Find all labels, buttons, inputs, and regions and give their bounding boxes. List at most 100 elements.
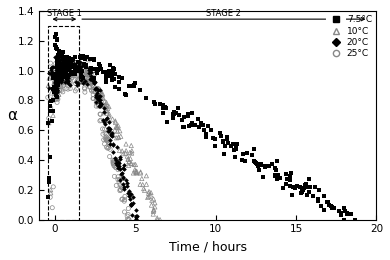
20°C [96,94,103,98]
7.5°C [55,53,61,57]
10°C [138,170,144,174]
10°C [104,103,110,108]
7.5°C [170,116,177,120]
10°C [51,80,57,84]
7.5°C [176,106,182,110]
7.5°C [203,132,209,136]
25°C [93,104,99,108]
7.5°C [231,155,238,159]
10°C [46,121,52,125]
10°C [149,198,155,202]
10°C [151,208,157,212]
10°C [126,164,132,168]
10°C [60,72,66,76]
10°C [127,150,133,154]
20°C [134,214,140,218]
7.5°C [107,62,113,67]
7.5°C [272,174,278,178]
20°C [96,103,102,108]
25°C [119,197,126,201]
7.5°C [57,75,63,79]
7.5°C [52,72,58,76]
25°C [105,137,112,141]
25°C [126,218,132,222]
7.5°C [59,50,66,54]
7.5°C [126,84,133,88]
7.5°C [57,51,63,55]
25°C [76,62,82,66]
20°C [74,64,80,69]
7.5°C [51,73,57,77]
7.5°C [119,76,125,80]
7.5°C [105,73,112,77]
7.5°C [62,58,68,62]
25°C [104,138,110,142]
20°C [52,81,58,85]
25°C [105,146,111,150]
25°C [101,138,107,142]
7.5°C [55,60,62,64]
7.5°C [170,112,177,116]
20°C [54,90,60,94]
20°C [62,58,68,63]
7.5°C [338,212,344,217]
20°C [67,69,74,73]
7.5°C [315,197,321,201]
25°C [97,119,103,123]
10°C [92,84,98,88]
20°C [88,77,94,81]
7.5°C [283,182,289,186]
25°C [58,81,65,85]
20°C [88,74,94,78]
10°C [73,61,80,65]
10°C [105,106,111,110]
7.5°C [53,80,59,84]
7.5°C [232,145,239,149]
7.5°C [344,212,350,216]
25°C [112,164,118,168]
10°C [94,86,101,90]
20°C [97,101,103,105]
10°C [122,151,129,155]
7.5°C [100,70,106,74]
25°C [56,75,62,79]
25°C [76,65,83,69]
25°C [110,162,117,166]
7.5°C [88,66,94,70]
25°C [60,68,67,72]
7.5°C [239,152,246,156]
20°C [58,66,64,70]
7.5°C [195,117,201,121]
10°C [58,79,65,83]
10°C [61,78,67,82]
20°C [59,64,66,68]
7.5°C [45,121,51,125]
7.5°C [103,74,110,78]
7.5°C [91,76,97,80]
7.5°C [347,212,354,217]
25°C [58,67,65,71]
7.5°C [71,72,77,76]
7.5°C [111,77,117,82]
20°C [65,74,71,79]
10°C [85,72,91,76]
25°C [53,75,60,80]
10°C [142,188,148,192]
25°C [110,158,116,162]
7.5°C [51,85,57,89]
10°C [105,118,112,122]
25°C [88,81,94,86]
7.5°C [197,121,204,125]
10°C [51,94,57,98]
7.5°C [302,183,308,187]
10°C [113,136,120,140]
7.5°C [151,100,157,104]
25°C [62,68,68,73]
20°C [92,87,98,91]
7.5°C [292,186,298,190]
10°C [63,74,69,79]
7.5°C [217,131,223,135]
7.5°C [160,110,166,115]
7.5°C [152,102,158,106]
25°C [60,83,67,87]
